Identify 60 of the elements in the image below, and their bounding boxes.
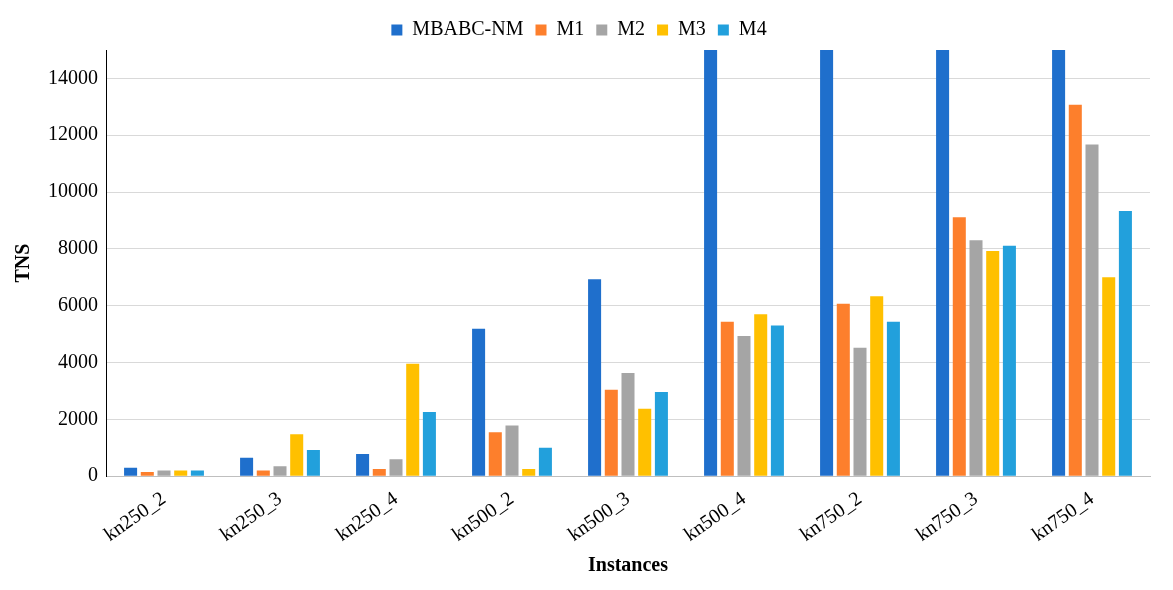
bar <box>422 411 436 476</box>
y-axis-title: TNS <box>11 243 34 283</box>
bar <box>240 457 254 476</box>
y-tick-label: 0 <box>88 463 98 486</box>
bar <box>986 250 1000 476</box>
bar <box>1102 277 1116 476</box>
legend-label: M3 <box>678 17 706 40</box>
bar <box>952 217 966 476</box>
y-tick-label: 6000 <box>58 292 98 315</box>
bar <box>124 467 138 476</box>
bar <box>588 279 602 476</box>
bar <box>306 450 320 476</box>
legend-label: M1 <box>556 17 585 40</box>
y-tick-label: 12000 <box>48 122 98 145</box>
bar <box>853 347 867 476</box>
bar <box>720 321 734 476</box>
legend-label: MBABC-NM <box>412 17 524 40</box>
bar <box>1118 211 1132 476</box>
bar <box>1002 245 1016 476</box>
bar <box>870 296 884 476</box>
bar <box>538 447 552 476</box>
bar <box>604 389 618 476</box>
bar <box>704 50 718 476</box>
bar <box>1052 50 1066 476</box>
x-axis-title: Instances <box>587 553 669 576</box>
y-tick-label: 14000 <box>48 65 98 88</box>
bar <box>372 469 386 476</box>
legend-label: M2 <box>617 17 646 40</box>
bar <box>621 373 635 476</box>
bar <box>356 454 370 476</box>
bar <box>140 471 154 476</box>
bar <box>886 321 900 476</box>
bar <box>936 50 950 476</box>
bar <box>737 336 751 476</box>
bar <box>820 50 834 476</box>
bar <box>488 432 502 476</box>
y-tick-label: 10000 <box>48 179 98 202</box>
bar <box>654 392 668 476</box>
legend-label: M4 <box>738 17 767 40</box>
bar <box>969 240 983 476</box>
bar <box>1085 144 1099 476</box>
bar <box>472 328 486 476</box>
bar <box>836 303 850 476</box>
y-tick-label: 2000 <box>58 406 98 429</box>
bar <box>770 325 784 476</box>
bar <box>1068 104 1082 476</box>
bar <box>256 470 270 476</box>
bar <box>157 470 171 476</box>
bar <box>389 459 403 476</box>
bar <box>638 408 652 476</box>
bar <box>754 314 768 476</box>
bar <box>406 363 420 476</box>
bar <box>174 470 188 476</box>
bar <box>290 434 304 476</box>
y-tick-label: 8000 <box>58 236 98 259</box>
bar <box>505 425 519 476</box>
bar <box>190 470 204 476</box>
bar <box>522 469 536 476</box>
bar <box>273 466 287 476</box>
y-tick-label: 4000 <box>58 349 98 372</box>
